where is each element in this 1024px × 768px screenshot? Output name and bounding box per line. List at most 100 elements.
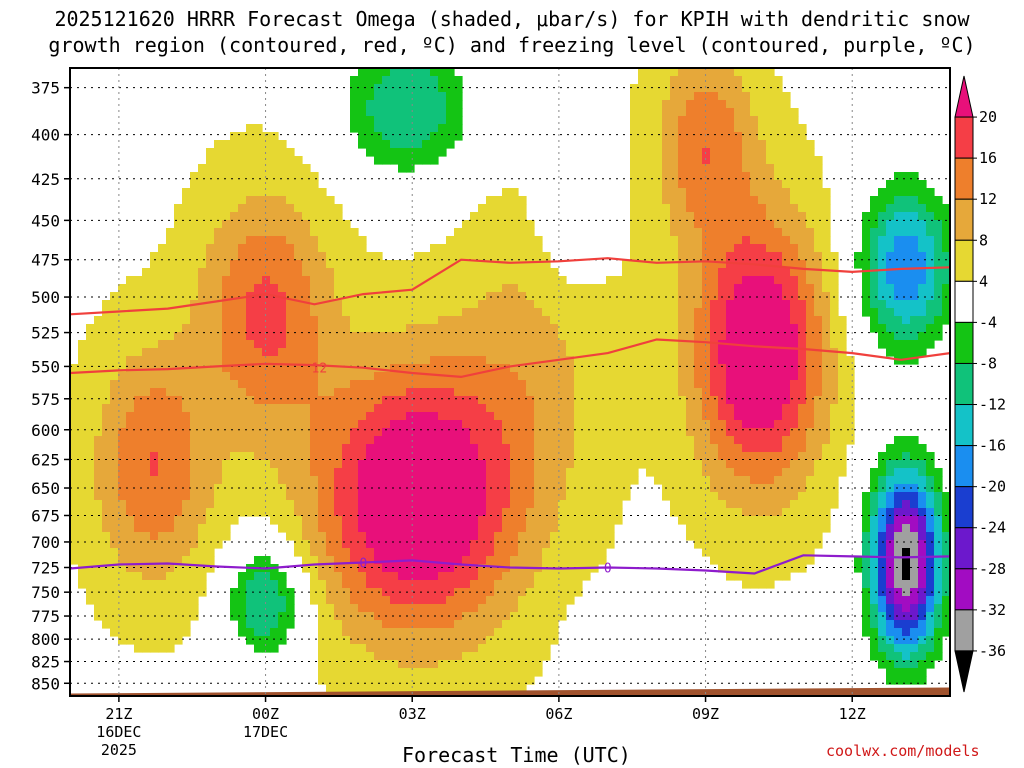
omega-cell xyxy=(910,492,919,501)
omega-cell xyxy=(310,476,319,485)
omega-cell xyxy=(262,180,271,189)
omega-cell xyxy=(158,428,167,437)
omega-cell xyxy=(638,364,647,373)
omega-cell xyxy=(286,396,295,405)
omega-cell xyxy=(670,260,679,269)
omega-cell xyxy=(302,332,311,341)
omega-cell xyxy=(718,268,727,277)
omega-cell xyxy=(646,268,655,277)
omega-cell xyxy=(526,268,535,277)
omega-cell xyxy=(486,412,495,421)
omega-cell xyxy=(486,460,495,469)
omega-cell xyxy=(446,252,455,261)
omega-cell xyxy=(494,300,503,309)
omega-cell xyxy=(526,452,535,461)
omega-cell xyxy=(526,388,535,397)
omega-cell xyxy=(758,532,767,541)
omega-cell xyxy=(654,76,663,85)
omega-cell xyxy=(726,276,735,285)
omega-cell xyxy=(774,420,783,429)
omega-cell xyxy=(494,284,503,293)
omega-cell xyxy=(502,372,511,381)
omega-cell xyxy=(718,452,727,461)
omega-cell xyxy=(878,540,887,549)
omega-cell xyxy=(166,244,175,253)
omega-cell xyxy=(598,396,607,405)
omega-cell xyxy=(814,204,823,213)
omega-cell xyxy=(478,532,487,541)
omega-cell xyxy=(798,236,807,245)
omega-cell xyxy=(230,516,239,525)
omega-cell xyxy=(790,196,799,205)
omega-cell xyxy=(750,492,759,501)
omega-cell xyxy=(598,420,607,429)
omega-cell xyxy=(646,324,655,333)
omega-cell xyxy=(862,236,871,245)
omega-cell xyxy=(246,308,255,317)
omega-cell xyxy=(438,76,447,85)
omega-cell xyxy=(334,548,343,557)
omega-cell xyxy=(758,556,767,565)
omega-cell xyxy=(654,460,663,469)
omega-cell xyxy=(534,468,543,477)
omega-cell xyxy=(366,116,375,125)
omega-cell xyxy=(310,564,319,573)
omega-cell xyxy=(70,396,79,405)
omega-cell xyxy=(782,220,791,229)
omega-cell xyxy=(134,348,143,357)
omega-cell xyxy=(774,500,783,509)
omega-cell xyxy=(198,236,207,245)
omega-cell xyxy=(686,164,695,173)
omega-cell xyxy=(526,476,535,485)
omega-cell xyxy=(750,404,759,413)
omega-cell xyxy=(742,300,751,309)
omega-cell xyxy=(238,308,247,317)
omega-cell xyxy=(238,220,247,229)
omega-cell xyxy=(414,364,423,373)
omega-cell xyxy=(574,324,583,333)
omega-cell xyxy=(878,196,887,205)
omega-cell xyxy=(398,364,407,373)
omega-cell xyxy=(238,372,247,381)
omega-cell xyxy=(502,484,511,493)
omega-cell xyxy=(150,356,159,365)
omega-cell xyxy=(318,380,327,389)
omega-cell xyxy=(206,364,215,373)
omega-cell xyxy=(270,236,279,245)
omega-cell xyxy=(470,444,479,453)
omega-cell xyxy=(398,300,407,309)
omega-cell xyxy=(326,292,335,301)
omega-cell xyxy=(318,252,327,261)
omega-cell xyxy=(174,468,183,477)
omega-cell xyxy=(158,340,167,349)
omega-cell xyxy=(582,492,591,501)
omega-cell xyxy=(286,172,295,181)
omega-cell xyxy=(70,492,79,501)
omega-cell xyxy=(902,452,911,461)
omega-cell xyxy=(694,316,703,325)
omega-cell xyxy=(806,484,815,493)
omega-cell xyxy=(550,284,559,293)
omega-cell xyxy=(206,228,215,237)
omega-cell xyxy=(926,548,935,557)
omega-cell xyxy=(870,300,879,309)
omega-cell xyxy=(390,404,399,413)
omega-cell xyxy=(878,204,887,213)
omega-cell xyxy=(182,260,191,269)
omega-cell xyxy=(822,364,831,373)
omega-cell xyxy=(942,532,950,541)
omega-cell xyxy=(662,420,671,429)
omega-cell xyxy=(862,260,871,269)
omega-cell xyxy=(542,508,551,517)
omega-cell xyxy=(430,148,439,157)
omega-cell xyxy=(678,116,687,125)
omega-cell xyxy=(126,316,135,325)
omega-cell xyxy=(726,196,735,205)
omega-cell xyxy=(310,172,319,181)
omega-cell xyxy=(390,348,399,357)
omega-cell xyxy=(534,364,543,373)
omega-cell xyxy=(470,500,479,509)
omega-cell xyxy=(526,228,535,237)
omega-cell xyxy=(222,300,231,309)
omega-cell xyxy=(942,204,950,213)
